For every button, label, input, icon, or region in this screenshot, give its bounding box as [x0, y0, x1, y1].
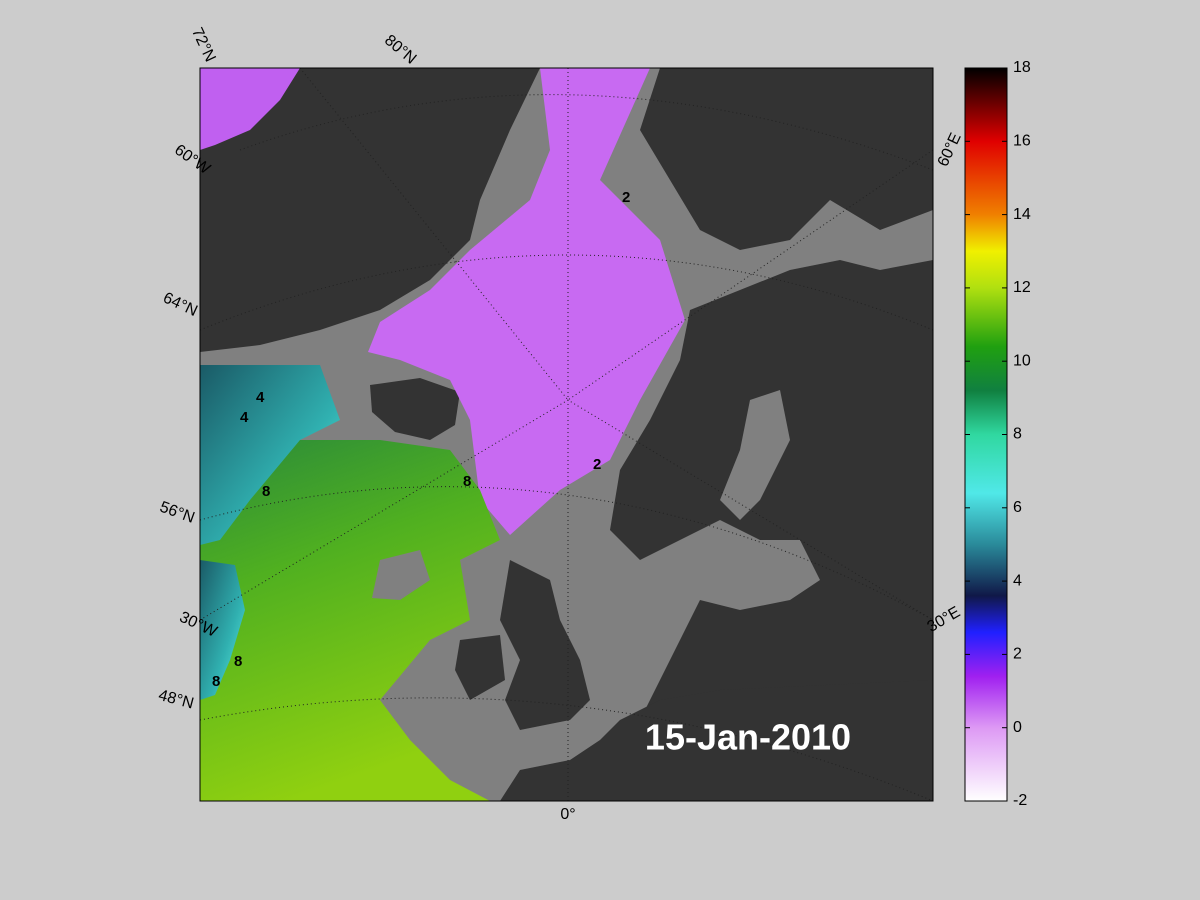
contour-label: 2	[622, 189, 630, 206]
colorbar-tick-label: 10	[1013, 352, 1031, 369]
ice-sheet	[368, 68, 685, 535]
map	[200, 68, 933, 801]
lat-label: 80°N	[381, 32, 419, 68]
contour-label: 8	[463, 473, 471, 490]
lat-label: 72°N	[188, 25, 219, 65]
lat-label: 56°N	[157, 499, 196, 527]
cool-water-south	[200, 560, 245, 700]
europe-south	[500, 680, 933, 801]
ireland	[455, 635, 505, 700]
colorbar-tick-label: 6	[1013, 499, 1022, 516]
greenland	[200, 68, 540, 352]
ice-greenland	[200, 68, 300, 150]
scandinavia	[600, 260, 933, 801]
contour-label: 4	[240, 409, 249, 426]
contour-label: 2	[593, 456, 601, 473]
lat-label: 64°N	[160, 289, 200, 320]
contour-label: 4	[256, 389, 265, 406]
colorbar-tick-label: 18	[1013, 59, 1031, 76]
date-label: 15-Jan-2010	[645, 717, 851, 758]
lon-label: 60°E	[935, 130, 965, 169]
colorbar	[964, 67, 1008, 802]
warm-water	[200, 440, 500, 801]
arctic-land	[640, 68, 933, 250]
cool-water	[200, 365, 340, 545]
map-frame	[199, 67, 934, 802]
colorbar-tick-label: 16	[1013, 133, 1031, 150]
contour-label: 8	[262, 483, 270, 500]
britain	[500, 560, 590, 730]
graticule	[200, 68, 933, 801]
colorbar-tick-label: 12	[1013, 279, 1031, 296]
iceland	[370, 378, 460, 440]
rockall	[372, 550, 430, 600]
colorbar-tick-label: 14	[1013, 206, 1031, 223]
contour-label: 8	[234, 653, 242, 670]
lon-label: 0°	[560, 806, 575, 823]
colorbar-tick-label: 8	[1013, 426, 1022, 443]
lat-label: 48°N	[157, 687, 196, 713]
colorbar-tick-label: 0	[1013, 719, 1022, 736]
baltic	[720, 390, 790, 520]
contour-label: 8	[212, 673, 220, 690]
colorbar-tick-label: -2	[1013, 792, 1027, 809]
colorbar-tick-label: 2	[1013, 646, 1022, 663]
colorbar-tick-label: 4	[1013, 572, 1022, 589]
